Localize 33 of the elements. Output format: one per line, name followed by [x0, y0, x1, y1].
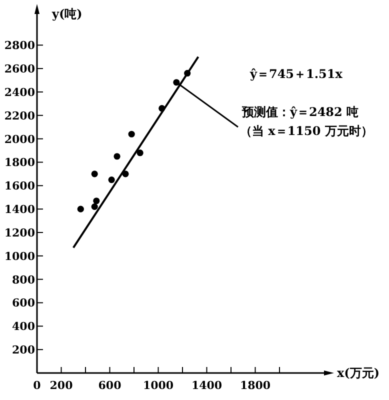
y-tick-label: 400 [12, 320, 36, 334]
point [128, 130, 135, 138]
y-tick-label: 1800 [4, 156, 36, 170]
y-tick-label: 2600 [4, 62, 36, 76]
point [91, 170, 98, 178]
annotation: （当 x＝1150 万元时） [240, 124, 373, 138]
y-tick-label: 2000 [4, 132, 36, 146]
x-tick-label: 1000 [142, 379, 174, 392]
y-tick-label: 600 [12, 296, 36, 310]
x-tick-label: 0 [33, 379, 42, 392]
y-tick-label: 1200 [4, 226, 36, 240]
point [114, 153, 120, 160]
point [77, 206, 84, 212]
y-tick-label: 2200 [4, 109, 36, 122]
y-tick-label: 2800 [4, 39, 36, 52]
y-tick-label: 2400 [4, 86, 36, 99]
x-tick-label: 1400 [191, 379, 222, 392]
y-axis-title: y(吨) [51, 7, 82, 21]
point [91, 203, 98, 210]
y-tick-label: 1400 [4, 203, 36, 216]
x-tick-label: 1800 [240, 379, 271, 392]
annotation: ŷ＝745＋1.51x [249, 67, 344, 81]
y-tick-label: 800 [12, 273, 36, 286]
annotation: 预测值：ŷ＝2482 吨 [241, 105, 359, 119]
x-tick-label: 200 [50, 379, 74, 392]
y-tick-label: 1000 [4, 250, 36, 263]
x-tick-label: 600 [98, 379, 122, 392]
y-tick-label: 1600 [4, 180, 36, 193]
y-tick-label: 200 [12, 344, 36, 357]
x-axis-title: x(万元) [337, 366, 380, 380]
point [136, 150, 144, 156]
point [108, 176, 115, 184]
point [93, 198, 100, 204]
